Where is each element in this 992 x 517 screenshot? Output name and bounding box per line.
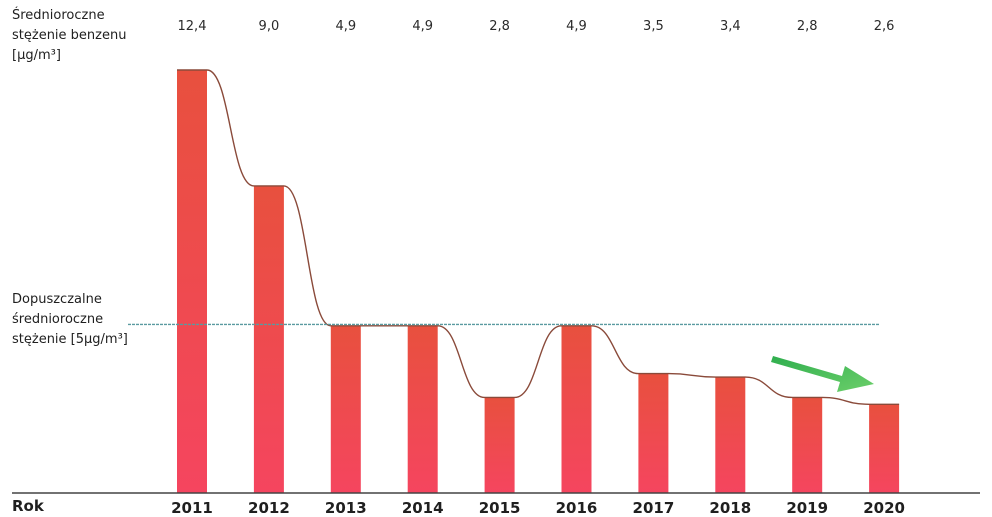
value-label-2017: 3,5	[643, 19, 664, 34]
bar-2017	[638, 373, 669, 493]
bar-2013	[330, 325, 361, 493]
tick-label-2013: 2013	[325, 499, 367, 517]
tick-label-2017: 2017	[633, 499, 675, 517]
trend-curve	[177, 69, 900, 406]
bar-2016	[561, 325, 592, 493]
bar-2012	[253, 185, 284, 493]
tick-labels-group: 2011 2012 2013 2014 2015 2016 2017 2018 2019 2020	[171, 499, 905, 517]
value-label-2011: 12,4	[178, 19, 207, 34]
tick-label-2016: 2016	[556, 499, 598, 517]
bar-2020	[869, 404, 900, 493]
bar-2011	[177, 70, 207, 493]
y-axis-label: Średnioroczne stężenie benzenu [µg/m³]	[12, 8, 127, 63]
bar-2018	[715, 377, 746, 493]
value-label-2016: 4,9	[566, 19, 587, 34]
value-label-2012: 9,0	[259, 19, 280, 34]
value-label-2018: 3,4	[720, 19, 741, 34]
tick-label-2020: 2020	[863, 499, 905, 517]
trend-arrow-icon	[771, 356, 874, 392]
tick-label-2012: 2012	[248, 499, 290, 517]
value-label-2015: 2,8	[489, 19, 510, 34]
value-label-2013: 4,9	[335, 19, 356, 34]
tick-label-2019: 2019	[786, 499, 828, 517]
tick-label-2015: 2015	[479, 499, 521, 517]
tick-label-2018: 2018	[709, 499, 751, 517]
value-label-2019: 2,8	[797, 19, 818, 34]
bar-2014	[407, 325, 438, 493]
value-labels-group: 12,4 9,0 4,9 4,9 2,8 4,9 3,5 3,4 2,8 2,6	[178, 19, 895, 34]
limit-line-label: Dopuszczalne średnioroczne stężenie [5µg…	[12, 292, 128, 347]
value-label-2014: 4,9	[412, 19, 433, 34]
value-label-2020: 2,6	[874, 19, 895, 34]
bar-2015	[484, 397, 515, 493]
bar-2019	[792, 397, 823, 493]
x-axis-label: Rok	[12, 497, 44, 515]
bars-group	[177, 70, 900, 493]
tick-label-2014: 2014	[402, 499, 444, 517]
tick-label-2011: 2011	[171, 499, 213, 517]
